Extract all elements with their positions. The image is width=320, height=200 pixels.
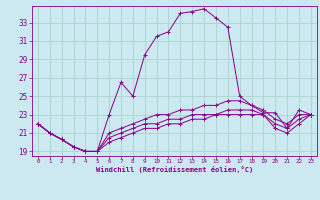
- X-axis label: Windchill (Refroidissement éolien,°C): Windchill (Refroidissement éolien,°C): [96, 166, 253, 173]
